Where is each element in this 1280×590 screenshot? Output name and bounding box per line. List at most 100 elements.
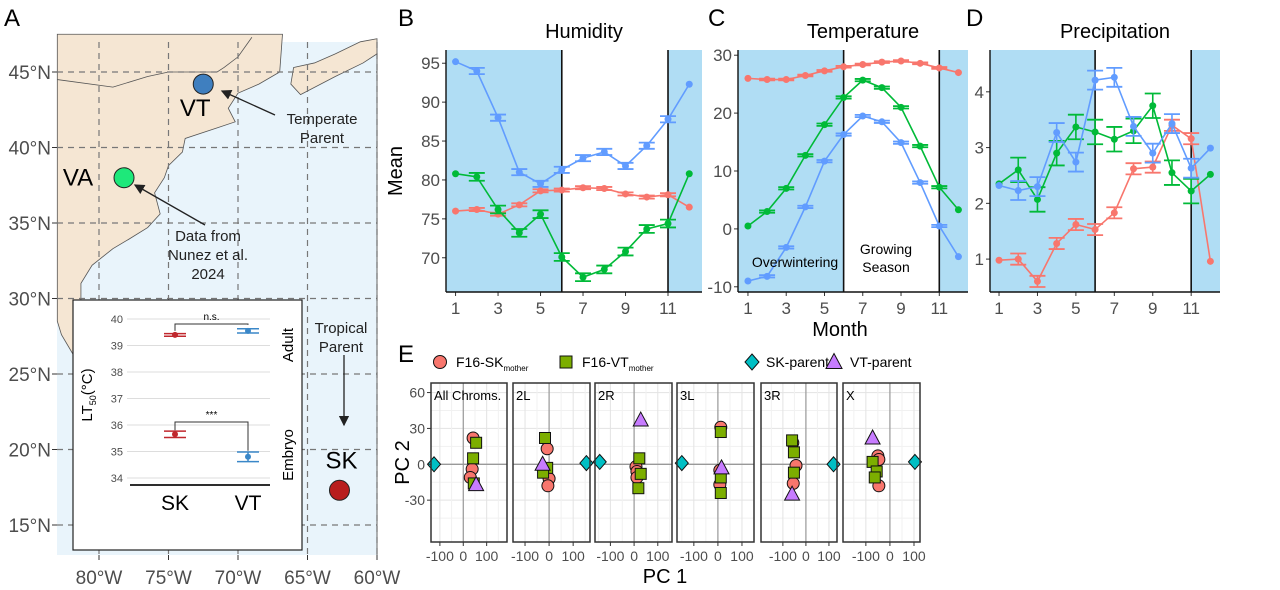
inset-point xyxy=(172,331,178,338)
data-point xyxy=(685,203,693,211)
annotation-tropical-parent: Parent xyxy=(319,339,364,356)
data-point xyxy=(558,166,566,174)
lon-tick-label: 80°W xyxy=(76,568,123,589)
data-point xyxy=(1033,195,1041,203)
series xyxy=(452,170,693,283)
legend-label-text: F16-SK xyxy=(456,354,504,370)
x-tick-label: 100 xyxy=(646,548,670,564)
data-point xyxy=(579,184,587,192)
lat-tick-label: 20°N xyxy=(9,441,51,462)
data-point xyxy=(1091,226,1099,234)
x-tick-label: -100 xyxy=(596,548,624,564)
overwintering-shade xyxy=(939,50,968,292)
facet-frame xyxy=(430,382,508,543)
data-point xyxy=(1072,123,1080,131)
data-point xyxy=(1206,170,1214,178)
chart-title: Temperature xyxy=(807,21,919,43)
data-point xyxy=(935,64,943,72)
lon-tick-label: 60°W xyxy=(354,568,401,589)
y-tick-label: 0 xyxy=(723,220,732,239)
legend-circle-icon xyxy=(433,355,447,369)
data-point xyxy=(579,273,587,281)
y-tick-label: 0 xyxy=(417,456,425,472)
data-point xyxy=(1053,129,1061,137)
data-point xyxy=(782,184,790,192)
legend-label-text: VT-parent xyxy=(850,354,912,370)
x-tick-label: 3 xyxy=(493,299,502,318)
series-line xyxy=(747,79,960,227)
line-chart-temperature: Temperature -10 0 10 20 30 1 3 5 7 9 11 Month Overwin… xyxy=(707,21,968,341)
x-tick-label: 9 xyxy=(896,299,905,318)
x-tick-label: 1 xyxy=(451,299,460,318)
data-point xyxy=(897,57,905,65)
data-point xyxy=(1130,122,1138,130)
x-tick-label: 9 xyxy=(621,299,630,318)
data-point xyxy=(1072,158,1080,166)
point-vt_parent xyxy=(467,475,485,492)
lat-tick-label: 15°N xyxy=(9,516,51,537)
data-point xyxy=(801,151,809,159)
annotation-data-source: 2024 xyxy=(191,266,224,283)
legend-item: F16-VTmother xyxy=(559,354,654,373)
point-vt_mother xyxy=(787,446,800,459)
site-label: VA xyxy=(63,165,93,192)
point-vt_mother xyxy=(539,431,552,444)
facet-label: All Chroms. xyxy=(434,388,501,403)
data-point xyxy=(600,148,608,156)
y-tick-label: 30 xyxy=(409,420,425,436)
data-point xyxy=(643,225,651,233)
series-line xyxy=(455,60,690,185)
data-point xyxy=(916,179,924,187)
facet-label: 3L xyxy=(680,388,694,403)
panel-label-a: A xyxy=(4,5,20,32)
y-tick-label: 60 xyxy=(409,385,425,401)
legend-item: VT-parent xyxy=(825,352,912,370)
data-point xyxy=(878,84,886,92)
data-point xyxy=(622,162,630,170)
significance-bracket xyxy=(174,421,249,451)
inset-y-axis-label: LT50(°C) xyxy=(79,368,98,421)
x-tick-label: 100 xyxy=(561,548,585,564)
y-tick-label: 80 xyxy=(421,171,440,190)
facet-frame xyxy=(594,382,673,543)
data-point xyxy=(1033,183,1041,191)
data-point xyxy=(801,71,809,79)
y-axis-label: PC 2 xyxy=(392,440,414,484)
data-point xyxy=(1187,135,1195,143)
x-tick-label: 100 xyxy=(817,548,841,564)
annotation-temperate-parent: Parent xyxy=(300,130,345,147)
data-point xyxy=(537,187,545,195)
legend-label-subscript: mother xyxy=(503,364,528,373)
data-point xyxy=(452,207,460,215)
x-tick-label: 7 xyxy=(858,299,867,318)
ylabel-unit: (°C) xyxy=(79,368,96,395)
data-point xyxy=(473,206,481,214)
panel-label-c: C xyxy=(708,5,725,32)
inset-tick-label: 40 xyxy=(111,314,123,326)
facet-label: X xyxy=(846,388,855,403)
data-point xyxy=(744,222,752,230)
x-tick-label: 1 xyxy=(994,299,1003,318)
x-tick-label: 7 xyxy=(1110,299,1119,318)
x-axis-label: PC 1 xyxy=(643,566,687,588)
y-tick-label: 30 xyxy=(713,46,732,65)
x-tick-label: -100 xyxy=(680,548,708,564)
point-vt_parent xyxy=(864,428,881,445)
x-tick-label: 100 xyxy=(902,548,926,564)
legend-triangle-icon xyxy=(825,352,843,369)
data-point xyxy=(897,139,905,147)
data-point xyxy=(1110,209,1118,217)
data-point xyxy=(744,277,752,285)
lat-tick-label: 25°N xyxy=(9,365,51,386)
data-point xyxy=(622,190,630,198)
facet-all-chroms-: All Chroms. -100 0 100 xyxy=(426,382,508,564)
point-vt_mother xyxy=(787,466,800,479)
inset-tick-label: 35 xyxy=(111,447,123,459)
point-sk_mother xyxy=(541,479,555,493)
data-point xyxy=(452,170,460,178)
x-tick-label: 0 xyxy=(714,548,722,564)
data-point xyxy=(452,58,460,66)
y-tick-label: 1 xyxy=(975,250,984,269)
data-point xyxy=(935,222,943,230)
point-vt_mother xyxy=(714,426,727,439)
